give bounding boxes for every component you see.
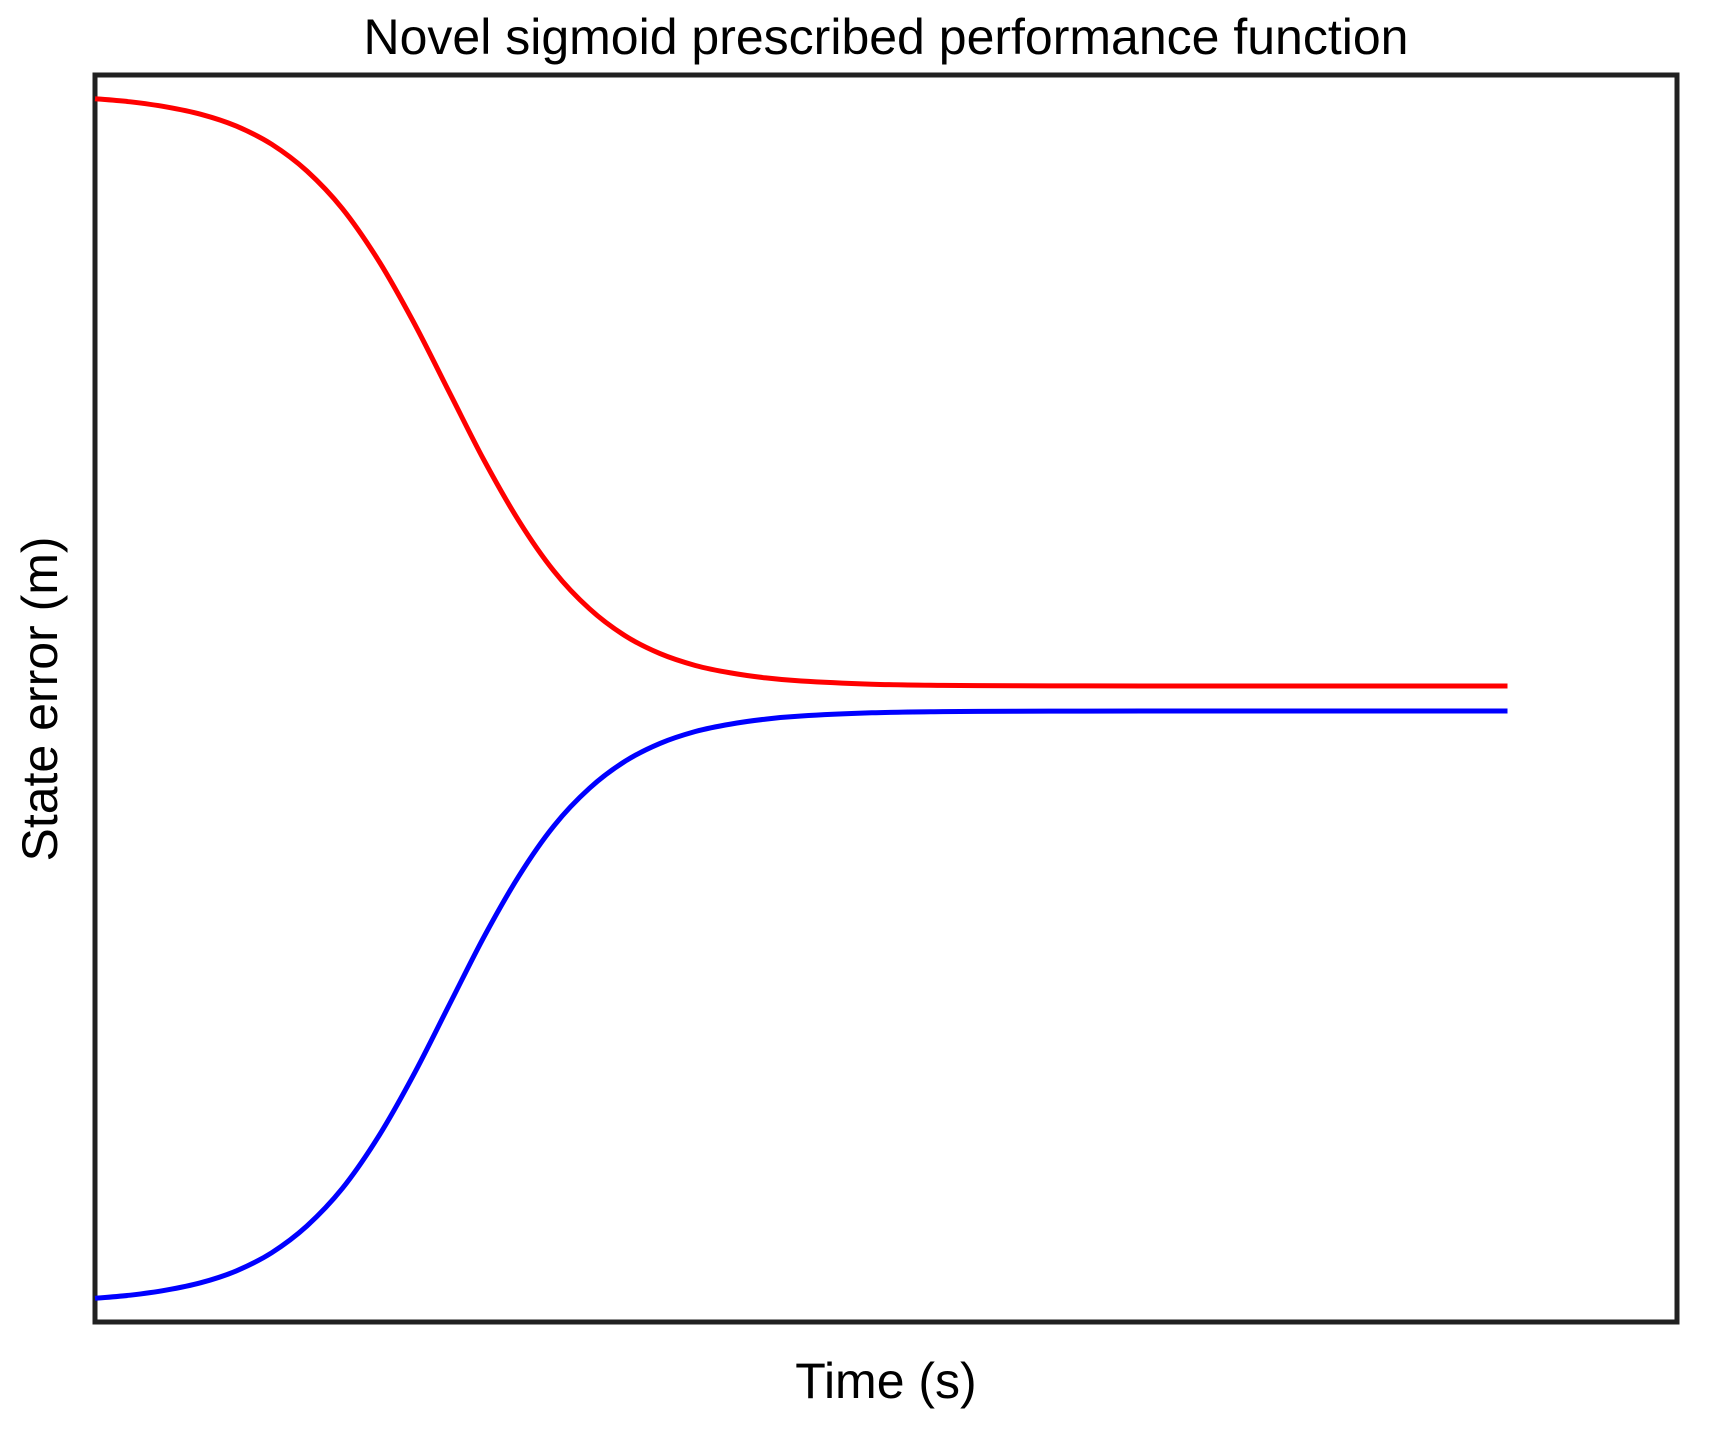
x-axis-label: Time (s) <box>795 1353 977 1409</box>
series-layer <box>94 96 1508 1301</box>
upper-prescribed-performance-bound-curve <box>94 96 1508 689</box>
plot-area-box <box>92 72 1680 1325</box>
lower-prescribed-performance-bound-curve <box>94 708 1508 1301</box>
chart-title: Novel sigmoid prescribed performance fun… <box>363 9 1409 65</box>
